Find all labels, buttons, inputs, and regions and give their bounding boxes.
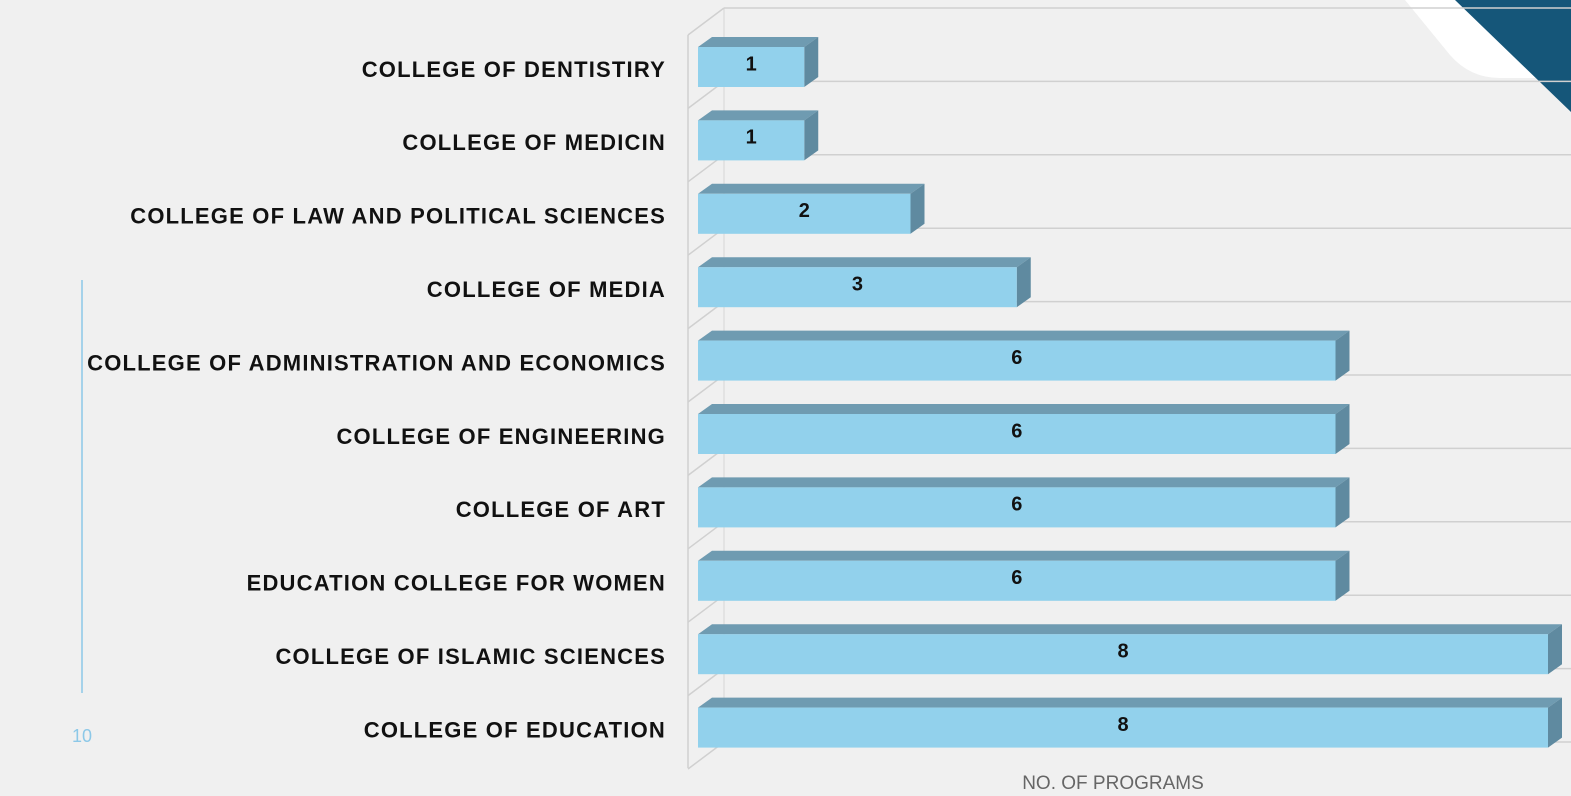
y-tick-label: COLLEGE OF ENGINEERING	[336, 424, 666, 449]
bar	[698, 707, 1548, 748]
y-tick-label: COLLEGE OF LAW AND POLITICAL SCIENCES	[130, 204, 666, 229]
y-tick-label: COLLEGE OF EDUCATION	[364, 717, 666, 742]
bar	[698, 193, 911, 234]
bar	[698, 47, 805, 87]
page-number: 10	[72, 726, 92, 746]
bar	[698, 267, 1017, 308]
y-tick-label: COLLEGE OF DENTISTIRY	[362, 57, 666, 82]
y-tick-label: EDUCATION COLLEGE FOR WOMEN	[247, 571, 666, 596]
bar-side	[1016, 257, 1031, 308]
bar-top	[698, 110, 819, 121]
grid-depth	[687, 7, 725, 36]
bar-top	[698, 477, 1350, 488]
value-label: 3	[852, 273, 863, 295]
bar-side	[910, 183, 925, 234]
value-label: 8	[1117, 714, 1128, 736]
bar	[698, 560, 1336, 601]
bar-top	[698, 624, 1562, 635]
bar	[698, 634, 1548, 675]
bar-side	[1548, 624, 1562, 675]
bar-top	[698, 404, 1350, 414]
y-tick-label: COLLEGE OF ART	[456, 497, 666, 522]
bar-side	[804, 110, 819, 161]
bar	[698, 340, 1336, 381]
y-tick-label: COLLEGE OF ISLAMIC SCIENCES	[275, 644, 666, 669]
corner-triangle	[1455, 0, 1571, 112]
bar-top	[698, 550, 1350, 561]
value-label: 1	[746, 53, 757, 75]
bar-side	[804, 37, 819, 87]
value-label: 6	[1011, 420, 1022, 442]
value-label: 2	[799, 200, 810, 222]
bar-side	[1335, 550, 1350, 601]
value-label: 8	[1117, 640, 1128, 662]
bar-side	[1548, 697, 1562, 748]
y-tick-label: COLLEGE OF MEDIA	[427, 277, 666, 302]
bar-top	[698, 37, 819, 47]
bar	[698, 487, 1336, 528]
y-tick-label: COLLEGE OF MEDICIN	[402, 130, 666, 155]
x-axis-label: NO. OF PROGRAMS	[1022, 773, 1204, 794]
bar-top	[698, 330, 1350, 341]
value-label: 6	[1011, 347, 1022, 369]
value-label: 6	[1011, 494, 1022, 516]
bar-side	[1335, 330, 1350, 381]
bar-top	[698, 183, 925, 194]
bar	[698, 414, 1336, 454]
bar-top	[698, 257, 1031, 268]
bar-side	[1335, 477, 1350, 528]
bar-side	[1335, 404, 1350, 454]
y-tick-label: COLLEGE OF ADMINISTRATION AND ECONOMICS	[87, 350, 666, 375]
value-label: 1	[746, 127, 757, 149]
chart: 1 COLLEGE OF DENTISTIRY 1 COLLEGE OF MEDICI…	[87, 7, 1571, 770]
bar-top	[698, 697, 1562, 708]
value-label: 6	[1011, 567, 1022, 589]
bar	[698, 120, 805, 161]
